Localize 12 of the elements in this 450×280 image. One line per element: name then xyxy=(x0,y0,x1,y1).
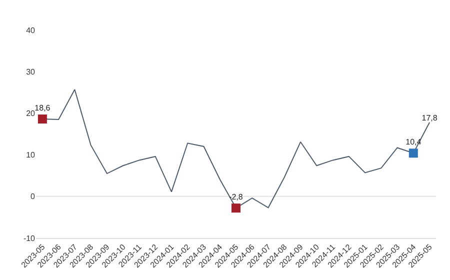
y-tick-label: 30 xyxy=(26,67,36,76)
point xyxy=(38,114,47,124)
y-tick-label: 0 xyxy=(30,192,36,202)
y-tick-label: 40 xyxy=(26,26,36,35)
y-tick-label: 10 xyxy=(26,150,36,160)
point xyxy=(232,204,240,213)
data-label: 17,8 xyxy=(422,113,438,122)
point xyxy=(408,148,418,158)
data-label: 18,6 xyxy=(34,103,51,112)
y-tick-label: -10 xyxy=(23,234,36,243)
y-tick-label: 20 xyxy=(26,109,36,118)
data-label: -2,8 xyxy=(229,192,244,202)
